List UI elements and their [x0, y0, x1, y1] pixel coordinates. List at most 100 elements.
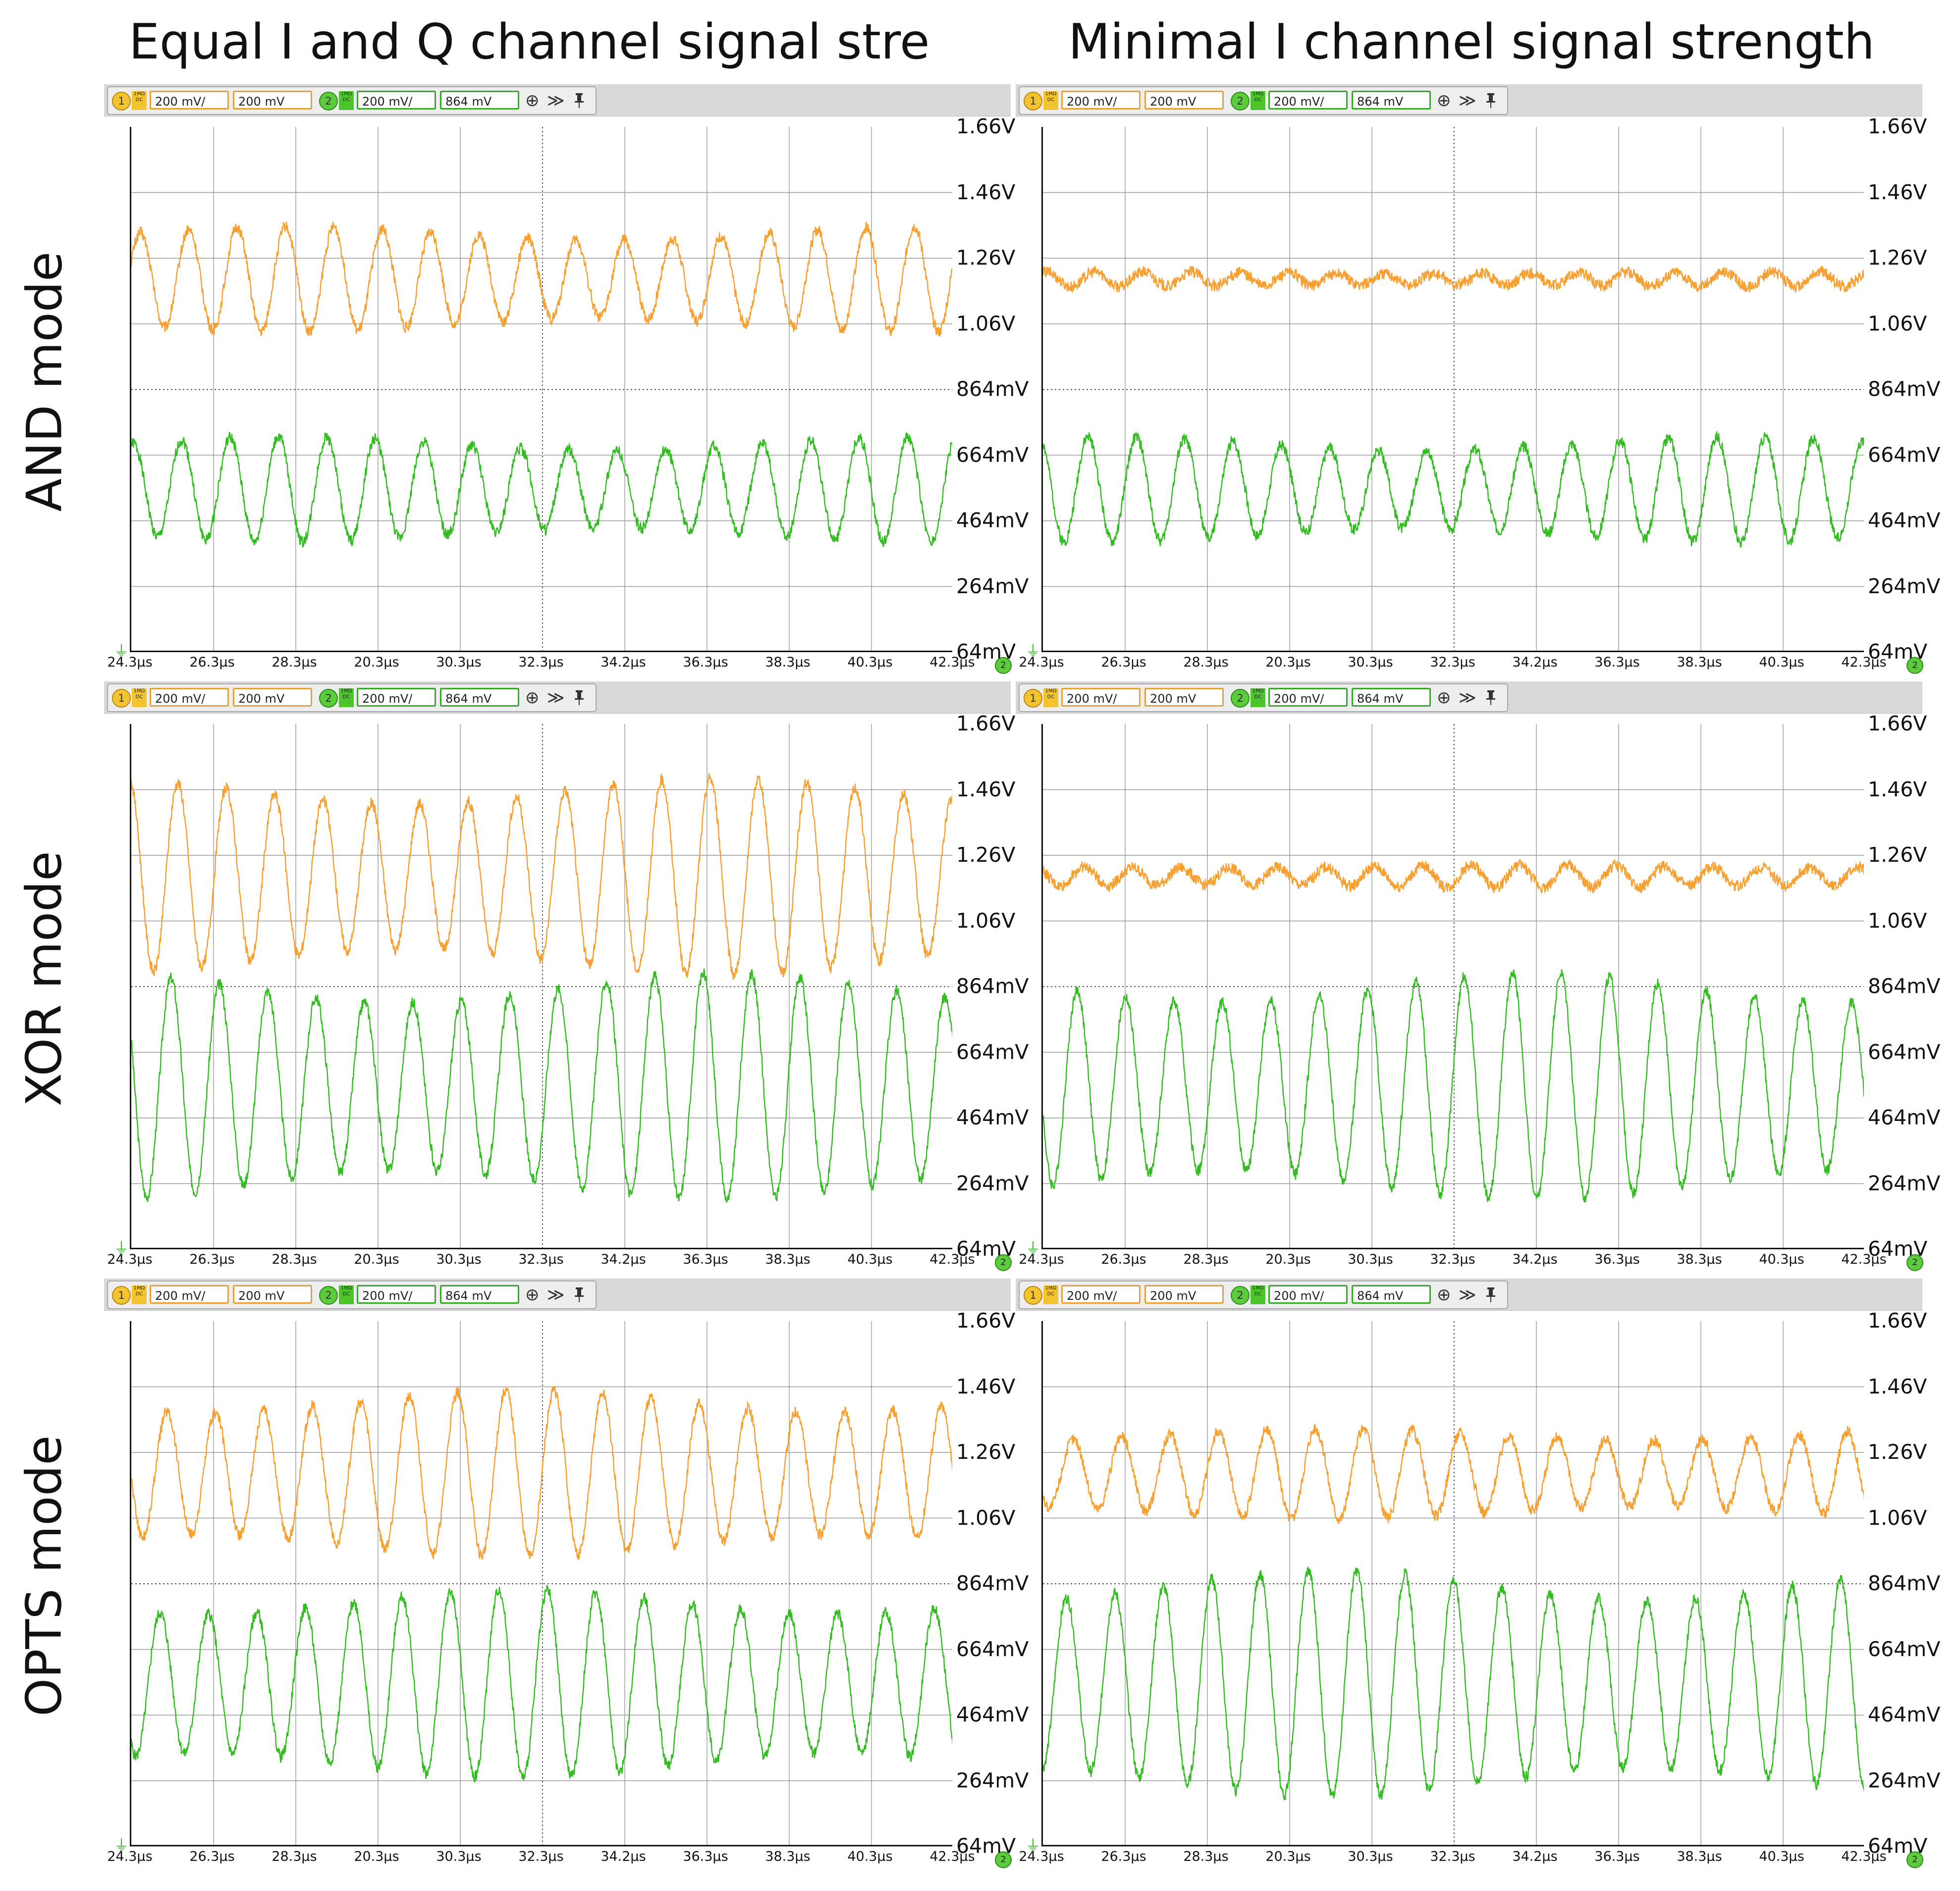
channel-1-scale-field[interactable]: 200 mV/: [1061, 91, 1141, 110]
pin-icon[interactable]: [1483, 90, 1498, 115]
x-tick-label: 32.3µs: [1430, 1849, 1475, 1864]
channel-1-indicator[interactable]: 1: [112, 689, 131, 708]
add-channel-icon[interactable]: ⊕: [525, 1285, 540, 1305]
x-tick-label: 20.3µs: [354, 1252, 399, 1267]
x-tick-label: 30.3µs: [1348, 655, 1393, 670]
add-channel-icon[interactable]: ⊕: [1437, 91, 1451, 111]
channel-2-offset-field[interactable]: 864 mV: [440, 91, 519, 110]
add-channel-icon[interactable]: ⊕: [525, 688, 540, 708]
y-tick-label: 864mV: [1868, 377, 1941, 401]
waveform-svg: [1043, 127, 1864, 651]
x-tick-label: 30.3µs: [1348, 1252, 1393, 1267]
channel-1-offset-field[interactable]: 200 mV: [1144, 688, 1224, 707]
expand-more-icon[interactable]: ≫: [547, 1285, 565, 1305]
y-tick-label: 864mV: [956, 974, 1029, 998]
channel-2-indicator[interactable]: 2: [1231, 689, 1250, 708]
channel-1-scale-field[interactable]: 200 mV/: [150, 688, 229, 707]
channel-2-offset-field[interactable]: 864 mV: [440, 688, 519, 707]
waveform-plot: [130, 1321, 952, 1846]
pin-icon[interactable]: [1483, 687, 1498, 712]
pin-icon[interactable]: [572, 687, 587, 712]
y-tick-label: 264mV: [1868, 1171, 1941, 1195]
scope-toolbar: 1 1MΩ DC 200 mV/ 200 mV 2 1MΩ DC 200 mV/…: [1016, 1279, 1922, 1311]
channel-2-offset-field[interactable]: 864 mV: [1352, 91, 1431, 110]
channel-1-trace: [1043, 1424, 1864, 1524]
channel-2-indicator[interactable]: 2: [319, 92, 338, 111]
x-tick-label: 36.3µs: [1594, 655, 1640, 670]
channel-1-offset-field[interactable]: 200 mV: [1144, 1285, 1224, 1304]
expand-more-icon[interactable]: ≫: [547, 688, 565, 708]
x-tick-label: 42.3µs: [1841, 1252, 1887, 1267]
x-tick-label: 26.3µs: [189, 1252, 235, 1267]
expand-more-icon[interactable]: ≫: [1459, 91, 1476, 111]
x-tick-label: 28.3µs: [272, 1252, 317, 1267]
x-tick-label: 36.3µs: [683, 1252, 728, 1267]
x-tick-label: 32.3µs: [518, 1849, 564, 1864]
expand-more-icon[interactable]: ≫: [547, 91, 565, 111]
waveform-plot: [1041, 1321, 1864, 1846]
y-tick-label: 664mV: [956, 443, 1029, 467]
channel-1-indicator[interactable]: 1: [112, 1286, 131, 1305]
scope-toolbar: 1 1MΩ DC 200 mV/ 200 mV 2 1MΩ DC 200 mV/…: [104, 84, 1011, 116]
y-tick-label: 1.06V: [1868, 1505, 1927, 1530]
x-tick-label: 36.3µs: [1594, 1252, 1640, 1267]
pin-icon[interactable]: [572, 90, 587, 115]
y-tick-label: 464mV: [1868, 1703, 1941, 1726]
y-tick-label: 464mV: [956, 508, 1029, 532]
channel-1-offset-field[interactable]: 200 mV: [1144, 91, 1224, 110]
channel-2-indicator[interactable]: 2: [319, 689, 338, 708]
channel-2-trace: [131, 968, 952, 1203]
channel-1-scale-field[interactable]: 200 mV/: [1061, 1285, 1141, 1304]
x-tick-label: 24.3µs: [1019, 655, 1064, 670]
y-tick-label: 1.46V: [956, 777, 1016, 801]
x-tick-label: 26.3µs: [189, 655, 235, 670]
channel-1-offset-field[interactable]: 200 mV: [233, 688, 312, 707]
channel-2-offset-field[interactable]: 864 mV: [440, 1285, 519, 1304]
channel-2-offset-field[interactable]: 864 mV: [1352, 1285, 1431, 1304]
channel-2-offset-field[interactable]: 864 mV: [1352, 688, 1431, 707]
row-label-and: AND mode: [0, 84, 89, 679]
channel-2-scale-field[interactable]: 200 mV/: [357, 91, 436, 110]
x-tick-label: 38.3µs: [765, 655, 811, 670]
channel-2-trace: [131, 1585, 952, 1783]
y-tick-label: 1.66V: [1868, 114, 1927, 138]
x-tick-label: 24.3µs: [107, 1252, 153, 1267]
channel-1-indicator[interactable]: 1: [1024, 1286, 1042, 1305]
channel-1-offset-field[interactable]: 200 mV: [233, 1285, 312, 1304]
channel-1-indicator[interactable]: 1: [112, 92, 131, 111]
pin-icon[interactable]: [1483, 1284, 1498, 1309]
expand-more-icon[interactable]: ≫: [1459, 688, 1476, 708]
x-tick-label: 38.3µs: [1677, 655, 1722, 670]
add-channel-icon[interactable]: ⊕: [525, 91, 540, 111]
channel-2-indicator[interactable]: 2: [319, 1286, 338, 1305]
channel-1-scale-field[interactable]: 200 mV/: [1061, 688, 1141, 707]
waveform-svg: [1043, 1321, 1864, 1845]
channel-1-indicator[interactable]: 1: [1024, 92, 1042, 111]
channel-1-scale-field[interactable]: 200 mV/: [150, 91, 229, 110]
x-tick-label: 42.3µs: [929, 1252, 975, 1267]
channel-2-scale-field[interactable]: 200 mV/: [1268, 688, 1348, 707]
y-tick-label: 464mV: [1868, 508, 1941, 532]
add-channel-icon[interactable]: ⊕: [1437, 1285, 1451, 1305]
channel-1-scale-field[interactable]: 200 mV/: [150, 1285, 229, 1304]
channel-1-indicator[interactable]: 1: [1024, 689, 1042, 708]
pin-icon[interactable]: [572, 1284, 587, 1309]
x-tick-label: 20.3µs: [1265, 1252, 1311, 1267]
channel-2-scale-field[interactable]: 200 mV/: [1268, 1285, 1348, 1304]
channel-2-scale-field[interactable]: 200 mV/: [357, 1285, 436, 1304]
y-tick-label: 264mV: [956, 1768, 1029, 1792]
y-tick-label: 1.66V: [956, 1309, 1016, 1333]
channel-1-trace: [1043, 265, 1864, 294]
x-tick-label: 32.3µs: [1430, 655, 1475, 670]
channel-2-scale-field[interactable]: 200 mV/: [357, 688, 436, 707]
channel-2-indicator[interactable]: 2: [1231, 92, 1250, 111]
scope-panel-2: 1 1MΩ DC 200 mV/ 200 mV 2 1MΩ DC 200 mV/…: [1016, 84, 1940, 679]
add-channel-icon[interactable]: ⊕: [1437, 688, 1451, 708]
channel-1-offset-field[interactable]: 200 mV: [233, 91, 312, 110]
x-tick-label: 24.3µs: [107, 1849, 153, 1864]
channel-2-scale-field[interactable]: 200 mV/: [1268, 91, 1348, 110]
expand-more-icon[interactable]: ≫: [1459, 1285, 1476, 1305]
waveform-plot: [1041, 127, 1864, 652]
y-tick-label: 664mV: [956, 1637, 1029, 1661]
channel-2-indicator[interactable]: 2: [1231, 1286, 1250, 1305]
